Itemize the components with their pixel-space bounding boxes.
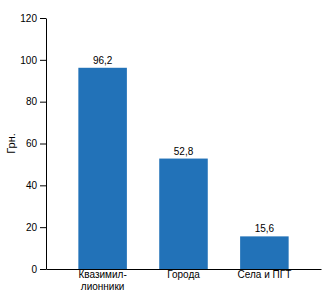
y-tick-label: 20: [26, 222, 38, 233]
y-tick-label: 0: [31, 264, 37, 275]
x-tick: Села и ПГТ: [238, 269, 292, 280]
x-tick-label: Села и ПГТ: [238, 269, 292, 280]
y-tick: 100: [20, 55, 46, 66]
y-tick: 20: [26, 222, 46, 233]
bar: [240, 236, 289, 269]
y-tick: 60: [26, 138, 46, 149]
y-tick-mark: [40, 185, 46, 186]
y-tick-mark: [40, 269, 46, 270]
y-tick-mark: [40, 102, 46, 103]
x-tick: Квазимил-лионники: [78, 269, 126, 292]
chart: 0 20 40 60 80 100 120 Квазимил-лионники Города Се…: [0, 0, 331, 307]
x-tick-label-line: Села и ПГТ: [238, 269, 292, 280]
y-tick-label: 120: [20, 13, 37, 24]
bar: [159, 159, 208, 269]
x-tick-label-line: лионники: [81, 281, 125, 292]
bar: [78, 68, 127, 269]
bars: [78, 68, 288, 269]
y-tick-mark: [40, 60, 46, 61]
y-tick-label: 100: [20, 55, 37, 66]
plot: 0 20 40 60 80 100 120 Квазимил-лионники Города Се…: [20, 13, 321, 292]
x-tick: Города: [167, 269, 200, 280]
y-axis-title: Грн.: [5, 133, 17, 154]
y-tick-label: 60: [26, 138, 38, 149]
data-label: 52,8: [174, 146, 194, 157]
y-tick: 0: [31, 264, 46, 275]
x-tick-label-line: Квазимил-: [78, 269, 126, 280]
data-labels: 96,2 52,8 15,6: [93, 55, 275, 235]
y-tick-label: 80: [26, 96, 38, 107]
y-tick-mark: [40, 18, 46, 19]
x-tick-label-line: Города: [167, 269, 200, 280]
data-label: 96,2: [93, 55, 113, 66]
y-tick: 80: [26, 96, 46, 107]
y-tick-mark: [40, 144, 46, 145]
y-tick: 40: [26, 180, 46, 191]
y-tick: 120: [20, 13, 46, 24]
data-label: 15,6: [255, 223, 275, 234]
x-tick-label: Города: [167, 269, 200, 280]
axis-domain: [46, 19, 47, 270]
x-axis: Квазимил-лионники Города Села и ПГТ: [47, 269, 322, 292]
y-tick-label: 40: [26, 180, 38, 191]
y-tick-mark: [40, 227, 46, 228]
x-tick-label: Квазимил-лионники: [78, 269, 126, 292]
y-axis: 0 20 40 60 80 100 120: [20, 13, 46, 275]
